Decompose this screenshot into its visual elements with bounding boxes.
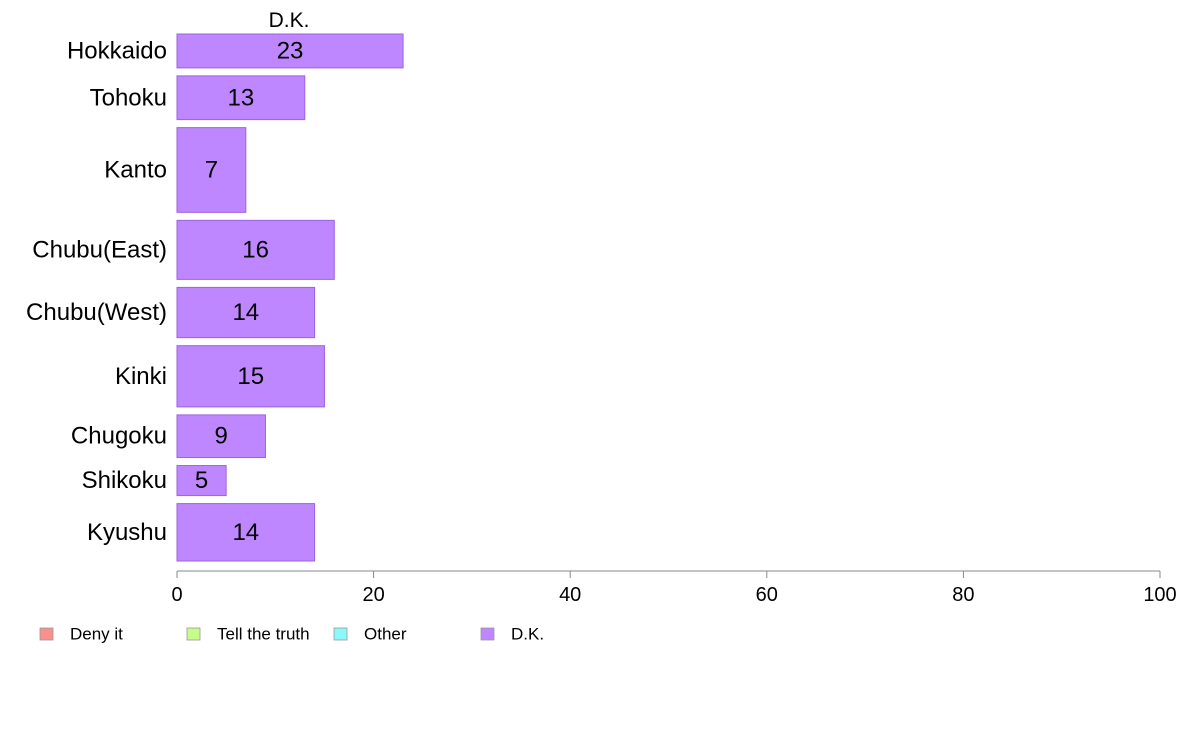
category-label: Tohoku bbox=[90, 84, 167, 111]
panel-title: D.K. bbox=[269, 9, 310, 32]
legend-swatch bbox=[333, 627, 348, 641]
bar-chugoku bbox=[176, 414, 266, 459]
x-tick-label: 60 bbox=[756, 584, 778, 606]
category-label: Chubu(East) bbox=[32, 236, 167, 263]
legend: Deny it Tell the truth Other D.K. bbox=[39, 625, 544, 644]
bar-shikoku bbox=[176, 465, 227, 497]
category-label: Kyushu bbox=[87, 519, 167, 546]
legend-label: Tell the truth bbox=[217, 625, 310, 644]
bar-value-label: 9 bbox=[215, 423, 228, 450]
category-label: Chubu(West) bbox=[26, 299, 167, 326]
x-tick-label: 80 bbox=[952, 584, 974, 606]
bar-hokkaido bbox=[176, 33, 404, 69]
bar-chubu-west bbox=[176, 286, 316, 339]
x-tick-label: 0 bbox=[171, 584, 182, 606]
bar-tohoku bbox=[176, 75, 306, 121]
bar-value-label: 5 bbox=[195, 467, 208, 494]
bar-kyushu bbox=[176, 503, 316, 562]
legend-label: Deny it bbox=[70, 625, 123, 644]
category-label: Chugoku bbox=[71, 423, 167, 450]
bar-kanto bbox=[176, 127, 247, 213]
x-tick-label: 100 bbox=[1143, 584, 1176, 606]
legend-swatch bbox=[480, 627, 495, 641]
bars-group: Hokkaido 23 Tohoku 13 Kanto 7 Chubu(East) 16 Chu… bbox=[26, 33, 404, 562]
category-label: Shikoku bbox=[82, 467, 167, 494]
bar-value-label: 14 bbox=[232, 519, 259, 546]
category-label: Kinki bbox=[115, 363, 167, 390]
bar-value-label: 7 bbox=[205, 156, 218, 183]
legend-label: Other bbox=[364, 625, 407, 644]
x-tick-label: 20 bbox=[362, 584, 384, 606]
bar-value-label: 13 bbox=[228, 84, 255, 111]
category-label: Hokkaido bbox=[67, 37, 167, 64]
bar-kinki bbox=[176, 345, 325, 408]
bar-chubu-east bbox=[176, 219, 335, 280]
x-axis: 0 20 40 60 80 100 bbox=[171, 570, 1177, 606]
x-tick-label: 40 bbox=[559, 584, 581, 606]
bar-value-label: 14 bbox=[232, 299, 259, 326]
legend-swatch bbox=[186, 627, 201, 641]
legend-label: D.K. bbox=[511, 625, 544, 644]
category-label: Kanto bbox=[104, 156, 167, 183]
bar-value-label: 23 bbox=[277, 37, 304, 64]
bar-value-label: 16 bbox=[242, 236, 269, 263]
legend-swatch bbox=[39, 627, 54, 641]
bar-value-label: 15 bbox=[237, 363, 264, 390]
